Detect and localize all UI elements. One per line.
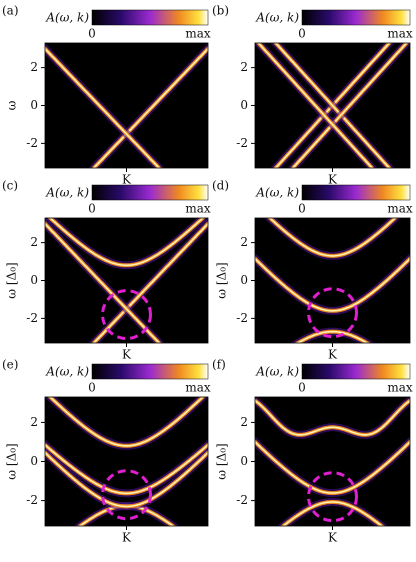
- colorbar-min: 0: [88, 27, 96, 41]
- band: [274, 43, 391, 168]
- colorbar-max: max: [185, 381, 211, 395]
- highlight-circle: [101, 289, 152, 341]
- colorbar: [301, 184, 411, 201]
- x-axis-label: K: [328, 531, 338, 545]
- y-tick-label: 0: [240, 454, 248, 468]
- band: [255, 257, 410, 312]
- colorbar: [91, 363, 209, 380]
- y-tick-label: 2: [30, 60, 38, 74]
- y-tick-label: -2: [26, 136, 38, 150]
- panel-label: (e): [2, 358, 18, 372]
- panel-label: (f): [212, 358, 226, 372]
- y-tick-label: 2: [240, 235, 248, 249]
- colorbar-label: A(ω, k): [45, 365, 89, 379]
- y-axis-label: ω [Δ₀]: [5, 443, 19, 479]
- y-tick-label: -2: [26, 311, 38, 325]
- colorbar-max: max: [387, 27, 413, 41]
- y-tick-label: 2: [30, 415, 38, 429]
- panel-label: (a): [2, 4, 19, 18]
- bands: [255, 397, 410, 526]
- colorbar-max: max: [185, 202, 211, 216]
- x-axis-label: K: [328, 348, 338, 362]
- colorbar-min: 0: [88, 202, 96, 216]
- y-tick-label: 0: [30, 273, 38, 287]
- y-tick-label: 2: [240, 415, 248, 429]
- bands: [45, 43, 208, 168]
- y-tick-label: -2: [236, 136, 248, 150]
- band: [49, 218, 204, 267]
- highlight-circle: [307, 471, 358, 523]
- colorbar: [91, 9, 209, 26]
- band: [45, 47, 161, 168]
- colorbar-min: 0: [88, 381, 96, 395]
- y-tick-label: 2: [240, 60, 248, 74]
- y-tick-label: 2: [30, 235, 38, 249]
- colorbar: [301, 363, 411, 380]
- plot-background: [45, 43, 208, 168]
- colorbar-label: A(ω, k): [255, 186, 299, 200]
- colorbar-min: 0: [298, 381, 306, 395]
- band: [255, 440, 410, 494]
- y-tick-label: 0: [240, 98, 248, 112]
- y-axis-label: ω: [5, 100, 19, 110]
- x-axis-label: K: [328, 173, 338, 187]
- band: [45, 222, 161, 343]
- panel-label: (b): [212, 4, 229, 18]
- colorbar-max: max: [185, 27, 211, 41]
- band: [255, 399, 410, 436]
- bands: [45, 397, 208, 526]
- band: [268, 218, 397, 257]
- y-axis-label: ω [Δ₀]: [215, 262, 229, 298]
- colorbar-label: A(ω, k): [45, 186, 89, 200]
- colorbar: [301, 9, 411, 26]
- colorbar-label: A(ω, k): [255, 11, 299, 25]
- band: [257, 43, 374, 168]
- band: [45, 443, 208, 495]
- y-tick-label: 0: [240, 273, 248, 287]
- y-axis-label: ω [Δ₀]: [5, 262, 19, 298]
- y-tick-label: 0: [30, 454, 38, 468]
- x-axis-label: K: [122, 348, 132, 362]
- band: [282, 501, 383, 526]
- band: [296, 330, 369, 343]
- y-tick-label: -2: [236, 493, 248, 507]
- x-axis-label: K: [122, 531, 132, 545]
- bands: [255, 43, 410, 168]
- band: [45, 451, 208, 508]
- colorbar-min: 0: [298, 202, 306, 216]
- colorbar-label: A(ω, k): [45, 11, 89, 25]
- bands: [45, 218, 208, 343]
- colorbar-max: max: [387, 381, 413, 395]
- highlight-circle: [101, 469, 152, 521]
- panel-label: (d): [212, 179, 229, 193]
- panel-label: (c): [2, 179, 18, 193]
- y-tick-label: -2: [26, 493, 38, 507]
- x-axis-label: K: [122, 173, 132, 187]
- colorbar-min: 0: [298, 27, 306, 41]
- band: [49, 397, 204, 447]
- colorbar: [91, 184, 209, 201]
- y-tick-label: -2: [236, 311, 248, 325]
- y-axis-label: ω [Δ₀]: [215, 443, 229, 479]
- highlight-circle: [307, 287, 358, 339]
- colorbar-label: A(ω, k): [255, 365, 299, 379]
- bands: [255, 218, 410, 343]
- y-tick-label: 0: [30, 98, 38, 112]
- colorbar-max: max: [387, 202, 413, 216]
